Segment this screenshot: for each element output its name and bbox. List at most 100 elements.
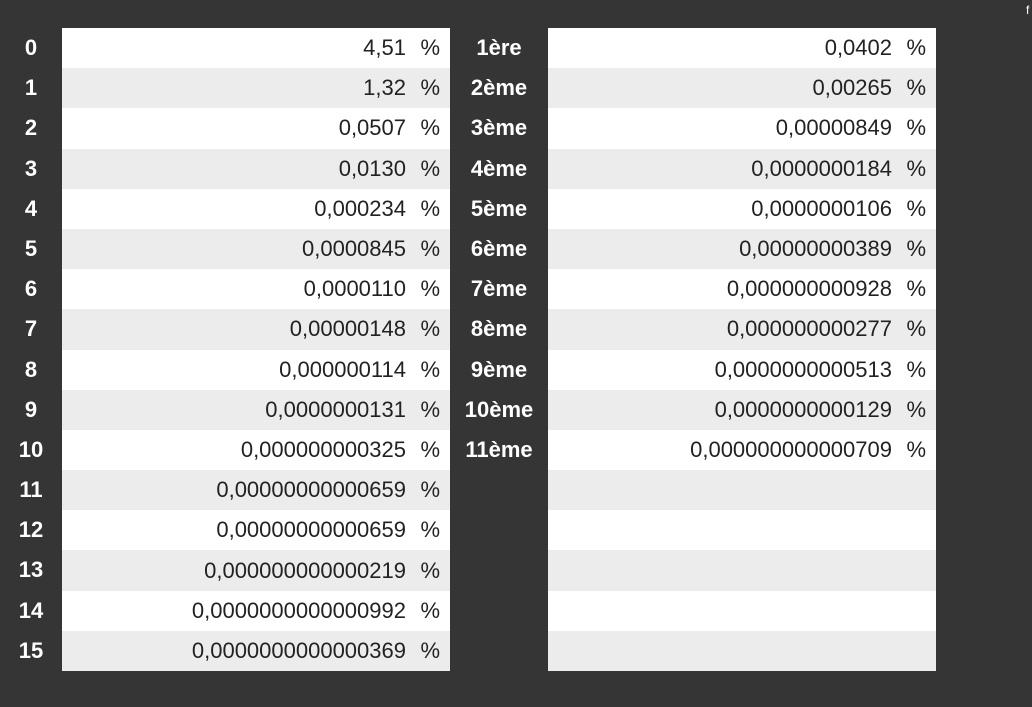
row-label: 12 xyxy=(18,517,44,543)
table-row: 0,00000849% xyxy=(548,108,936,149)
percent-sign: % xyxy=(420,155,440,181)
probability-value: 0,0000000184 xyxy=(751,155,892,181)
table-row: 0,00000000389% xyxy=(548,228,936,270)
probability-value: 0,00000000389 xyxy=(739,236,892,262)
table-row: 0,0000845% xyxy=(62,228,450,270)
probability-value: 0,0000000000513 xyxy=(714,356,892,382)
table-row: 0,0000000000513% xyxy=(548,349,936,390)
percent-sign: % xyxy=(420,477,440,503)
table-row: 0,000000000000709% xyxy=(548,429,936,471)
percent-sign: % xyxy=(420,396,440,422)
percent-sign: % xyxy=(906,276,926,302)
percent-sign: % xyxy=(420,517,440,543)
table-row: 4,51% xyxy=(62,28,450,69)
percent-sign: % xyxy=(420,115,440,141)
row-label: 3 xyxy=(24,155,38,181)
table-row: 0,0000110% xyxy=(62,269,450,310)
percent-sign: % xyxy=(906,115,926,141)
percent-sign: % xyxy=(420,316,440,342)
percent-sign: % xyxy=(420,195,440,221)
row-label: 13 xyxy=(18,557,44,583)
percent-sign: % xyxy=(906,75,926,101)
row-label: 8ème xyxy=(470,316,528,342)
table-row xyxy=(548,470,936,511)
row-label: 6ème xyxy=(470,235,528,261)
table-row xyxy=(548,590,936,631)
row-label: 4 xyxy=(24,195,38,221)
percent-sign: % xyxy=(906,155,926,181)
table-row xyxy=(548,510,936,551)
percent-sign: % xyxy=(420,637,440,663)
probability-value: 0,0402 xyxy=(824,35,892,61)
row-label: 2ème xyxy=(470,75,528,101)
percent-sign: % xyxy=(906,396,926,422)
left-row-labels: 0 1 2 3 4 5 6 7 8 9 10 11 12 13 14 15 xyxy=(0,28,62,671)
table-row: 0,000000000277% xyxy=(548,309,936,350)
percent-sign: % xyxy=(420,356,440,382)
percent-sign: % xyxy=(420,276,440,302)
table-row: 0,00000000000659% xyxy=(62,470,450,511)
left-probability-table: 4,51% 1,32% 0,0507% 0,0130% 0,000234% 0,00008… xyxy=(62,28,450,671)
percent-sign: % xyxy=(906,195,926,221)
row-label: 1ère xyxy=(476,35,522,60)
probability-value: 0,0000110 xyxy=(303,276,406,302)
row-label: 4ème xyxy=(470,155,528,181)
probability-value: 0,00000148 xyxy=(289,316,406,342)
table-row: 0,0000000106% xyxy=(548,188,936,229)
table-row: 0,00265% xyxy=(548,68,936,109)
table-row xyxy=(548,630,936,671)
table-row: 0,000000114% xyxy=(62,349,450,390)
probability-value: 0,000000000277 xyxy=(726,316,892,342)
percent-sign: % xyxy=(906,236,926,262)
row-label: 9ème xyxy=(470,356,528,382)
row-label: 11 xyxy=(19,477,43,503)
row-label: 9 xyxy=(24,396,38,422)
percent-sign: % xyxy=(420,597,440,623)
probability-value: 4,51 xyxy=(363,35,406,61)
row-label: 3ème xyxy=(470,115,528,141)
probability-value: 0,000000000000709 xyxy=(690,436,892,462)
row-label: 10ème xyxy=(464,396,534,422)
right-row-labels: 1ère 2ème 3ème 4ème 5ème 6ème 7ème 8ème 9ème 10èm… xyxy=(450,28,548,470)
table-row: 0,00000000000659% xyxy=(62,510,450,551)
percent-sign: % xyxy=(420,236,440,262)
percent-sign: % xyxy=(420,75,440,101)
row-label: 5 xyxy=(24,235,38,261)
table-row: 0,000000000325% xyxy=(62,429,450,471)
probability-value: 0,00000000000659 xyxy=(216,477,406,503)
table-row: 0,000000000000219% xyxy=(62,550,450,591)
probability-value: 0,00000000000659 xyxy=(216,517,406,543)
table-row: 0,0000000131% xyxy=(62,389,450,430)
probability-value: 0,000000000325 xyxy=(240,436,406,462)
percent-sign: % xyxy=(420,436,440,462)
row-label: 7ème xyxy=(470,276,528,302)
probability-value: 0,0000000000129 xyxy=(714,396,892,422)
table-row: 0,0000000000000369% xyxy=(62,630,450,671)
probability-value: 0,000234 xyxy=(314,195,406,221)
probability-value: 0,0000000106 xyxy=(751,195,892,221)
row-label: 2 xyxy=(24,115,38,141)
probability-value: 0,000000000000219 xyxy=(204,557,406,583)
table-row: 0,00000148% xyxy=(62,309,450,350)
row-label: 15 xyxy=(18,637,44,663)
table-row: 1,32% xyxy=(62,68,450,109)
row-label: 1 xyxy=(24,75,38,101)
row-label: 5ème xyxy=(470,195,528,221)
probability-value: 0,0000000131 xyxy=(265,396,406,422)
table-row xyxy=(548,550,936,591)
probability-value: 0,0130 xyxy=(338,155,406,181)
probability-value: 0,0000000000000369 xyxy=(191,637,406,663)
row-label: 7 xyxy=(24,316,38,342)
probability-value: 0,0000845 xyxy=(302,236,406,262)
probability-value: 0,00000849 xyxy=(775,115,892,141)
probability-value: 0,0000000000000992 xyxy=(191,597,406,623)
probability-value: 0,000000114 xyxy=(279,356,406,382)
probability-value: 0,00265 xyxy=(812,75,892,101)
probability-value: 1,32 xyxy=(363,75,406,101)
table-row: 0,0000000184% xyxy=(548,148,936,189)
table-row: 0,000000000928% xyxy=(548,269,936,310)
percent-sign: % xyxy=(906,316,926,342)
table-row: 0,0130% xyxy=(62,148,450,189)
probability-value: 0,000000000928 xyxy=(726,276,892,302)
percent-sign: % xyxy=(906,356,926,382)
